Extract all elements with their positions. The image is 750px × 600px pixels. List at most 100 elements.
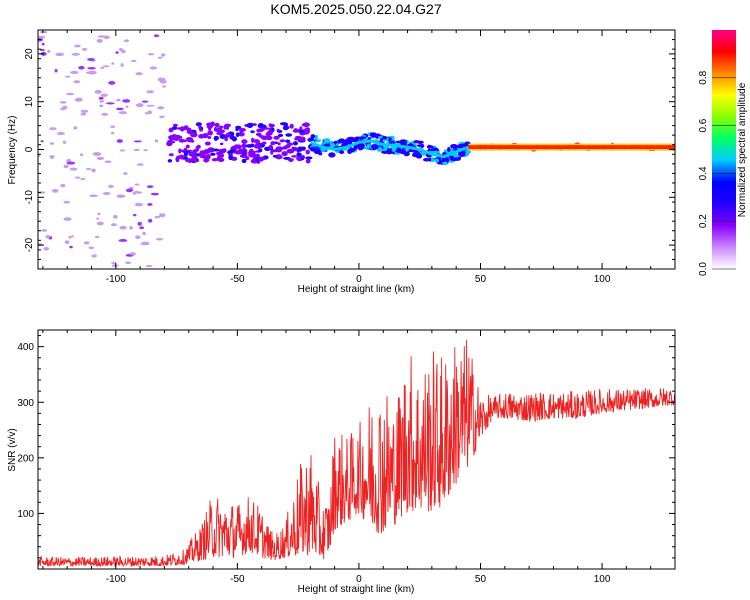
spectrogram-x-tick-label: -100 xyxy=(106,274,126,285)
spectrogram-cell xyxy=(39,30,48,34)
spectrogram-cell xyxy=(207,125,212,131)
spectrogram-cell xyxy=(111,264,119,268)
spectrogram-cell xyxy=(80,112,87,116)
spectrogram-cell xyxy=(255,157,260,162)
spectrogram-cell xyxy=(94,235,100,239)
spectrogram-cell xyxy=(358,136,367,140)
spectrogram-cell xyxy=(83,241,90,245)
spectrogram-cell xyxy=(283,145,287,150)
spectrogram-strong-line-edge xyxy=(468,149,675,151)
spectrogram-cell xyxy=(99,104,104,108)
snr-y-ticks: 100 200 300 400 xyxy=(17,335,675,559)
spectrogram-cell xyxy=(449,157,456,161)
spectrogram-cell xyxy=(324,138,331,144)
spectrogram-cell xyxy=(433,147,438,152)
spectrogram-cell xyxy=(99,100,105,103)
spectrogram-cell xyxy=(432,150,441,154)
spectrogram-cell xyxy=(301,146,306,151)
spectrogram-cell xyxy=(154,215,161,219)
spectrogram-cell xyxy=(285,139,291,144)
spectrogram-cell xyxy=(387,137,392,142)
spectrogram-cell xyxy=(161,53,166,57)
spectrogram-cell xyxy=(450,144,458,149)
snr-panel: -100 -50 0 50 100 100 200 300 400 Height of str… xyxy=(7,329,676,595)
spectrogram-cell xyxy=(237,148,244,155)
spectrogram-cell xyxy=(123,172,128,175)
spectrogram-cell xyxy=(415,153,421,159)
spectrogram-cell xyxy=(157,56,163,59)
spectrogram-cell xyxy=(369,132,378,138)
spectrogram-cell xyxy=(137,221,142,226)
spectrogram-cell xyxy=(87,57,95,61)
spectrogram-cell xyxy=(172,126,178,130)
spectrogram-cell xyxy=(115,51,119,54)
spectrogram-cell xyxy=(177,135,183,139)
spectrogram-cell xyxy=(279,139,286,143)
spectrogram-cell xyxy=(47,49,51,54)
spectrogram-cell xyxy=(370,144,379,150)
spectrogram-peak-trace xyxy=(309,139,469,159)
spectrogram-cell xyxy=(270,141,276,146)
spectrogram-cell xyxy=(394,140,402,144)
spectrogram-cell xyxy=(56,131,65,136)
spectrogram-cell xyxy=(136,163,144,166)
spectrogram-cell xyxy=(273,135,280,140)
spectrogram-cell xyxy=(162,85,167,88)
spectrogram-cell xyxy=(147,53,155,56)
spectrogram-cell xyxy=(217,153,225,159)
spectrogram-y-tick-label: -20 xyxy=(24,237,35,252)
spectrogram-cell xyxy=(185,144,190,149)
spectrogram-cell xyxy=(116,107,124,111)
spectrogram-cell xyxy=(88,246,95,250)
spectrogram-cell xyxy=(146,104,155,107)
spectrogram-cell xyxy=(78,66,85,70)
spectrogram-cell xyxy=(135,103,144,108)
spectrogram-y-tick-label: 10 xyxy=(24,96,35,108)
spectrogram-cell xyxy=(213,148,220,152)
spectrogram-cell xyxy=(74,97,83,102)
spectrogram-y-ticks: -20 -10 0 10 20 xyxy=(24,29,675,270)
spectrogram-cell xyxy=(423,157,430,162)
spectrogram-cell xyxy=(190,139,195,143)
spectrogram-cell xyxy=(328,152,336,158)
spectrogram-cell xyxy=(100,66,105,69)
spectrogram-cell xyxy=(69,245,73,249)
spectrogram-cell xyxy=(118,239,128,242)
spectrogram-cell xyxy=(38,35,46,39)
spectrogram-cell xyxy=(62,140,67,144)
spectrogram-cell xyxy=(442,161,448,166)
spectrogram-cell xyxy=(159,79,165,82)
spectrogram-cell xyxy=(353,146,358,151)
spectrogram-cell xyxy=(228,154,234,161)
colorbar-gradient xyxy=(712,30,736,269)
spectrogram-cell xyxy=(216,156,220,161)
spectrogram-cell xyxy=(289,148,296,152)
spectrogram-cell xyxy=(74,44,81,48)
spectrogram-cell xyxy=(303,130,311,134)
spectrogram-x-tick-label: 0 xyxy=(356,274,362,285)
spectrogram-cell xyxy=(135,72,143,76)
spectrogram-cell xyxy=(59,101,67,104)
colorbar-tick-label: 0.2 xyxy=(698,214,709,228)
spectrogram-cell xyxy=(108,81,116,85)
spectrogram-cell xyxy=(150,192,160,196)
spectrogram-cell xyxy=(178,148,182,154)
spectrogram-cell xyxy=(146,90,154,94)
spectrogram-cell xyxy=(179,154,185,160)
spectrogram-cell xyxy=(63,200,70,204)
spectrogram-x-tick-label: -50 xyxy=(230,274,245,285)
spectrogram-cell xyxy=(92,152,102,156)
spectrogram-cell xyxy=(314,134,319,140)
spectrogram-cell xyxy=(285,133,293,137)
spectrogram-cell xyxy=(286,142,294,146)
spectrogram-cell xyxy=(69,167,78,171)
spectrogram-cell xyxy=(108,184,114,188)
spectrogram-cell xyxy=(111,261,117,264)
spectrogram-cell xyxy=(73,80,81,84)
spectrogram-cell xyxy=(317,139,322,142)
spectrogram-cell xyxy=(203,154,209,160)
spectrogram-cell xyxy=(207,147,215,153)
spectrogram-cell xyxy=(358,146,363,151)
